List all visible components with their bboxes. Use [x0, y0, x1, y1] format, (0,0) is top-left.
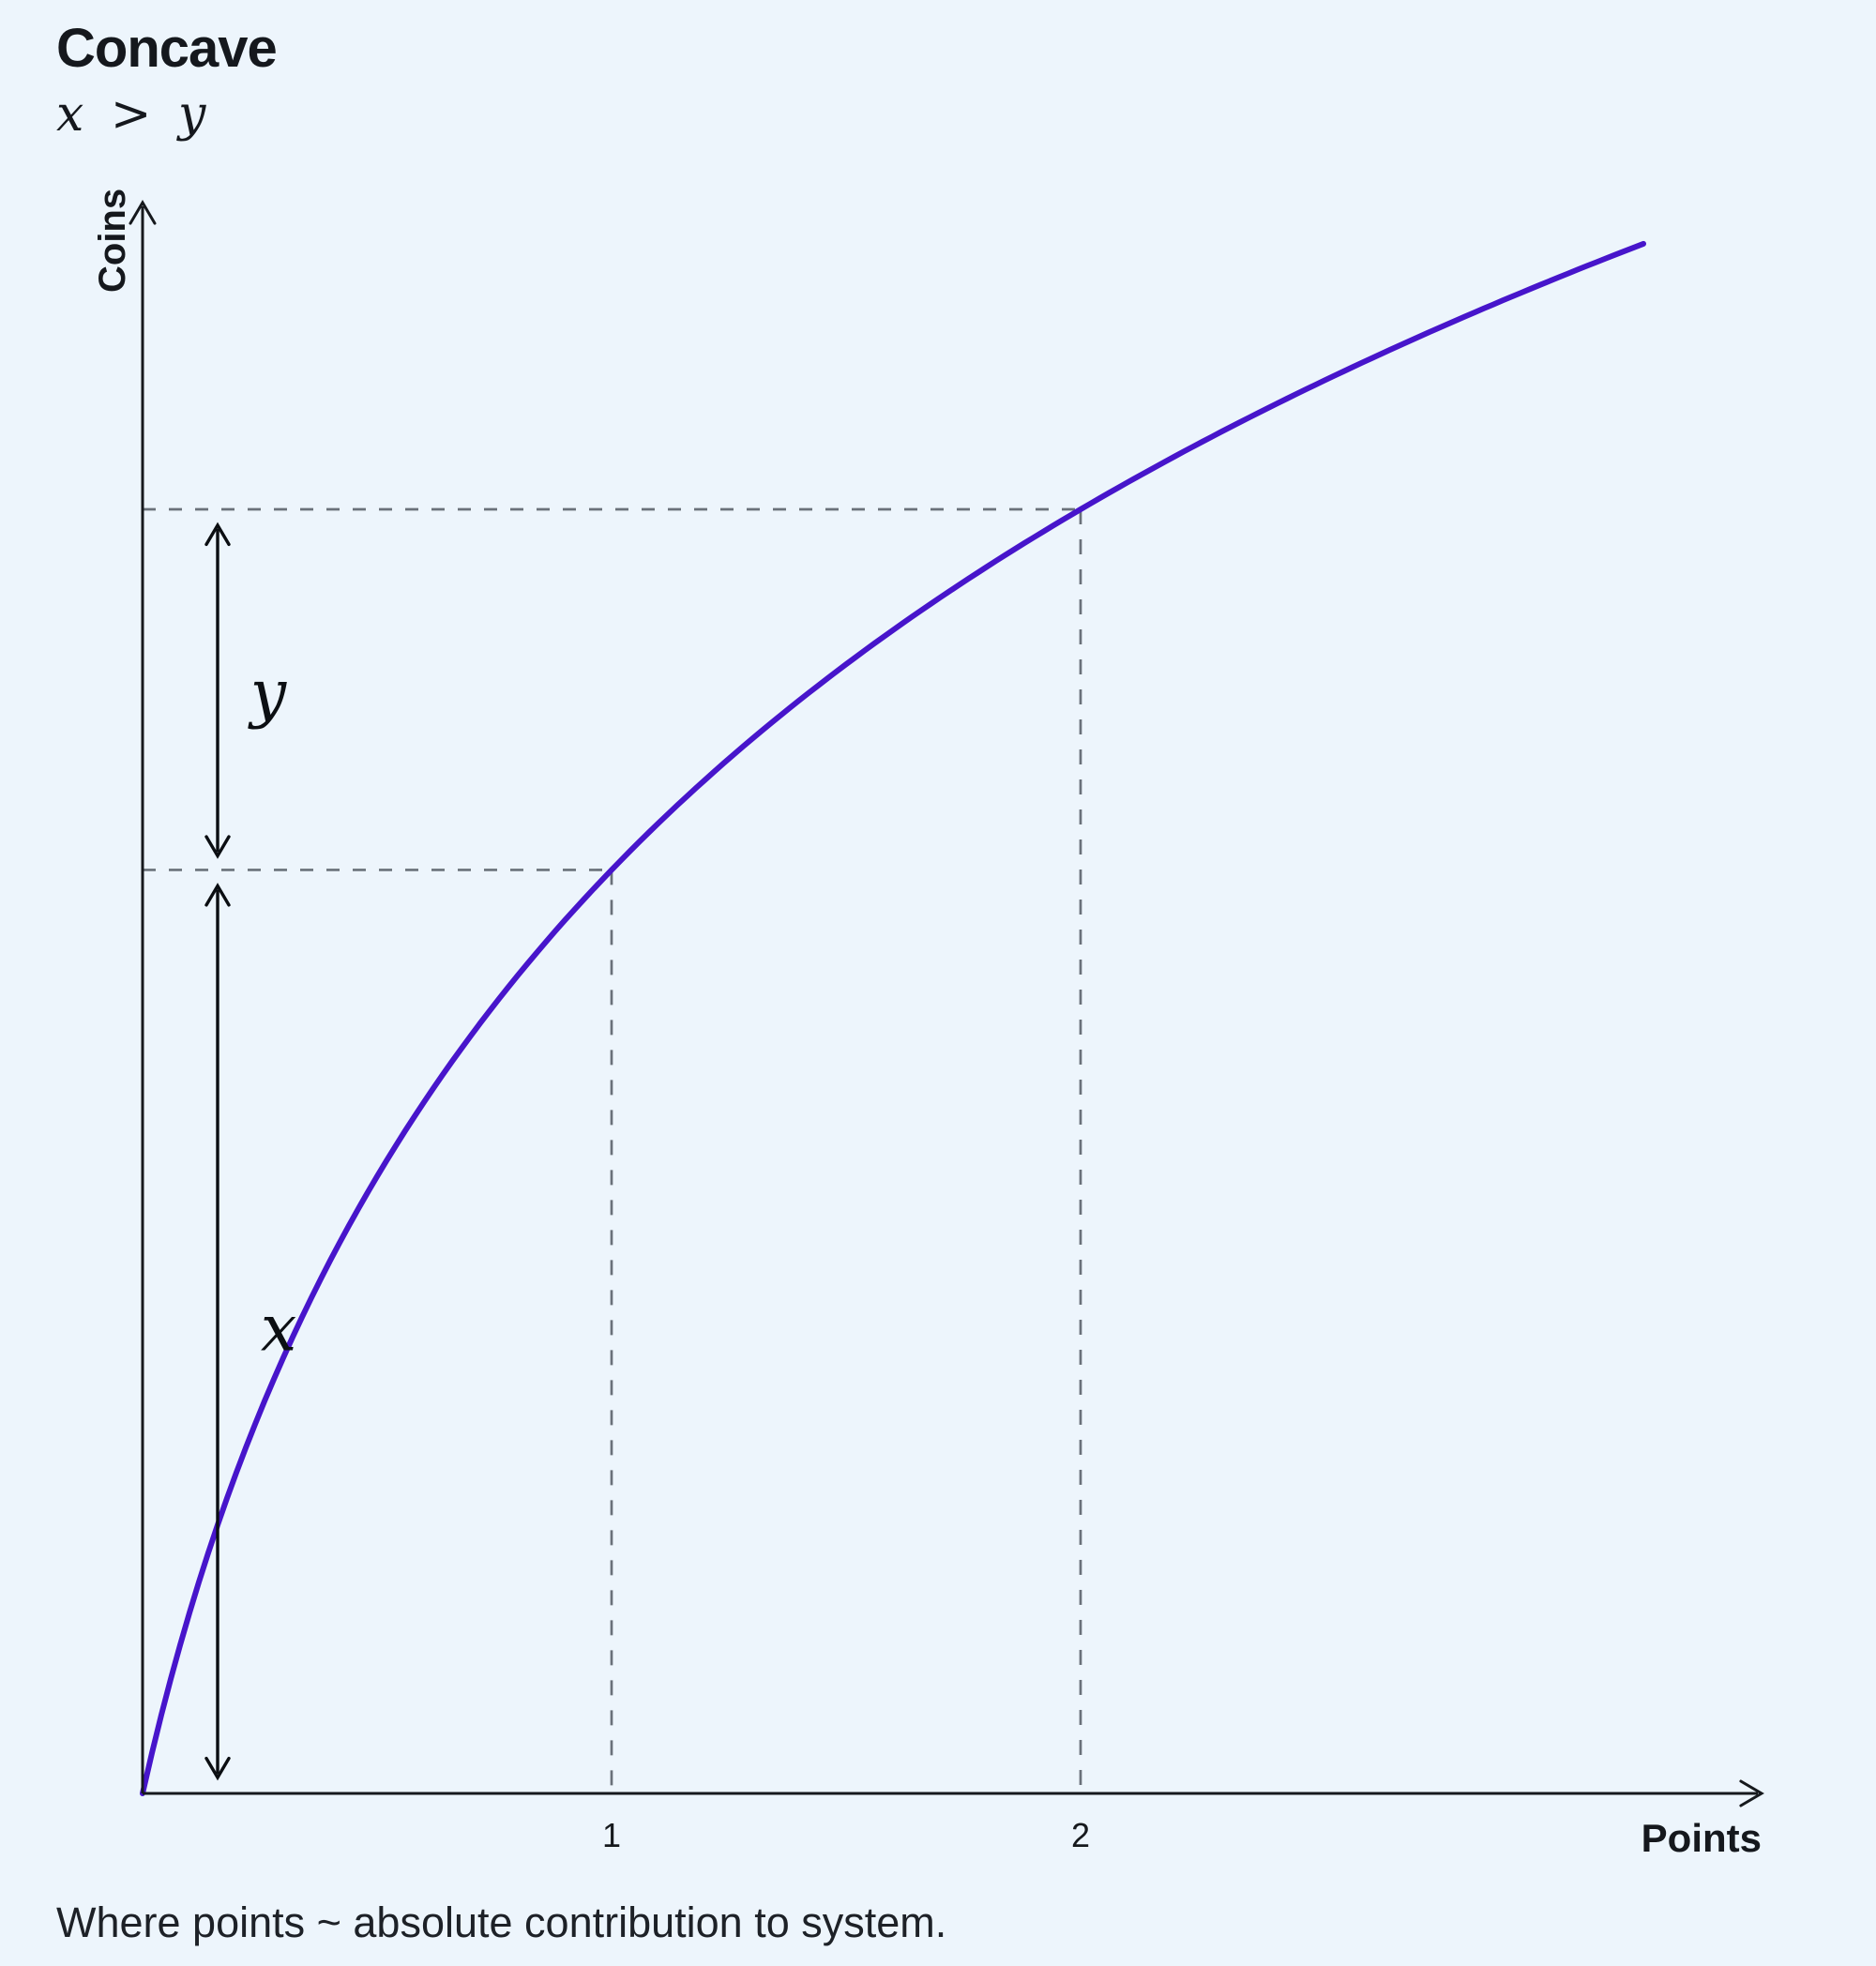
page-title: Concave: [56, 18, 278, 79]
annotation-arrows: [204, 522, 231, 1781]
footnote: Where points ~ absolute contribution to …: [56, 1898, 947, 1946]
annotation-y-label: y: [250, 657, 287, 732]
x-axis-label: Points: [1641, 1816, 1762, 1860]
curve: [140, 240, 1646, 1796]
axes: [129, 200, 1764, 1807]
x-tick-1: 1: [601, 1816, 622, 1854]
annotation-x-label: x: [260, 1292, 297, 1367]
y-axis-label: Coins: [92, 188, 133, 293]
page-subtitle: x > y: [56, 86, 212, 143]
x-tick-2: 2: [1070, 1816, 1091, 1854]
guide-lines: [143, 507, 1082, 1793]
